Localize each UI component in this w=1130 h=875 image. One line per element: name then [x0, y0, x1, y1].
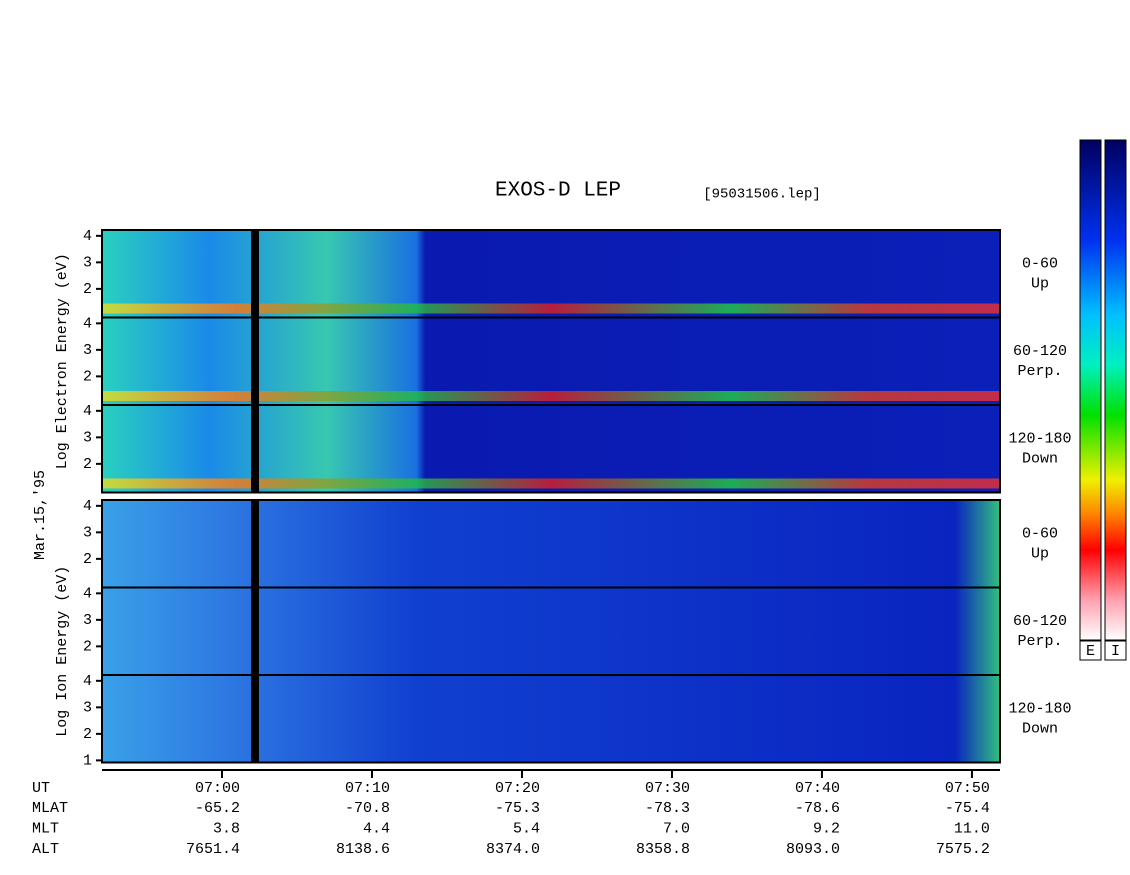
spectrogram-panel — [102, 500, 1000, 588]
ephemeris-value: 9.2 — [813, 820, 840, 837]
y-tick-label: 4 — [83, 498, 92, 515]
ephemeris-value: 5.4 — [513, 820, 540, 837]
x-tick-label: 07:40 — [795, 780, 840, 797]
pitch-label: 60-120 — [1013, 613, 1067, 630]
pitch-label: 0-60 — [1022, 256, 1058, 273]
direction-label: Up — [1031, 276, 1049, 293]
pitch-label: 120-180 — [1008, 701, 1071, 718]
ephemeris-value: 8358.8 — [636, 841, 690, 858]
file-name: [95031506.lep] — [703, 187, 821, 203]
colorbar-label-box — [1079, 640, 1102, 661]
y-tick-label: 3 — [83, 699, 92, 716]
x-tick-label: 07:20 — [495, 780, 540, 797]
direction-label: Perp. — [1017, 363, 1062, 380]
ephemeris-value: 8138.6 — [336, 841, 390, 858]
ephemeris-value: 8374.0 — [486, 841, 540, 858]
ephemeris-value: 4.4 — [363, 820, 390, 837]
data-gap — [251, 675, 259, 763]
data-gap — [251, 587, 259, 675]
ephemeris-value: 7651.4 — [186, 841, 240, 858]
low-energy-band — [102, 478, 1000, 489]
colorbar-label: E — [1086, 643, 1095, 660]
spectrogram-panel — [102, 675, 1000, 763]
data-gap — [251, 405, 259, 493]
panel-frame — [101, 674, 1001, 764]
date: Mar.15,'95 — [32, 470, 49, 560]
pitch-label: 120-180 — [1008, 431, 1071, 448]
data-gap — [251, 230, 259, 318]
pitch-label: 60-120 — [1013, 343, 1067, 360]
group-axis-label: Log Electron Energy (eV) — [54, 253, 71, 469]
colorbar — [1079, 139, 1102, 641]
ephemeris-value: -75.3 — [495, 800, 540, 817]
chart-title: EXOS-D LEP — [495, 180, 621, 203]
y-tick-label: 2 — [83, 368, 92, 385]
colorbar-label: I — [1111, 643, 1120, 660]
y-tick-label: 4 — [83, 585, 92, 602]
ephemeris-value: 7.0 — [663, 820, 690, 837]
direction-label: Down — [1022, 451, 1058, 468]
x-tick-label: 07:30 — [645, 780, 690, 797]
y-tick-label: 2 — [83, 551, 92, 568]
low-energy-band — [102, 391, 1000, 401]
pitch-label: 0-60 — [1022, 526, 1058, 543]
x-tick-label: 07:10 — [345, 780, 390, 797]
y-tick-label: 2 — [83, 726, 92, 743]
y-tick-label: 2 — [83, 281, 92, 298]
direction-label: Perp. — [1017, 633, 1062, 650]
low-energy-band — [102, 303, 1000, 314]
direction-label: Up — [1031, 546, 1049, 563]
y-tick-label: 4 — [83, 403, 92, 420]
y-tick-label: 3 — [83, 342, 92, 359]
ephemeris-name: ALT — [32, 841, 59, 858]
ephemeris-value: 3.8 — [213, 820, 240, 837]
y-tick-label: 3 — [83, 429, 92, 446]
y-tick-label: 3 — [83, 254, 92, 271]
y-tick-label: 3 — [83, 612, 92, 629]
ephemeris-value: 11.0 — [954, 820, 990, 837]
ephemeris-value: 8093.0 — [786, 841, 840, 858]
x-tick-label: 07:00 — [195, 780, 240, 797]
direction-label: Down — [1022, 721, 1058, 738]
x-axis-label: UT — [32, 780, 50, 797]
y-tick-label: 3 — [83, 524, 92, 541]
ephemeris-value: -78.6 — [795, 800, 840, 817]
x-tick-label: 07:50 — [945, 780, 990, 797]
y-tick-label: 4 — [83, 673, 92, 690]
ephemeris-value: -70.8 — [345, 800, 390, 817]
y-tick-label: 2 — [83, 456, 92, 473]
y-tick-label: 4 — [83, 228, 92, 245]
y-tick-label: 4 — [83, 315, 92, 332]
colorbar-label-box — [1104, 640, 1127, 661]
data-gap — [251, 500, 259, 588]
y-tick-label: 1 — [83, 752, 92, 769]
ephemeris-value: 7575.2 — [936, 841, 990, 858]
ephemeris-name: MLAT — [32, 800, 68, 817]
y-tick-label: 2 — [83, 638, 92, 655]
data-gap — [251, 317, 259, 405]
group-axis-label: Log Ion Energy (eV) — [54, 566, 71, 737]
spectrogram-panel — [102, 587, 1000, 675]
ephemeris-value: -75.4 — [945, 800, 990, 817]
panel-frame — [101, 404, 1001, 494]
ephemeris-value: -78.3 — [645, 800, 690, 817]
ephemeris-name: MLT — [32, 820, 59, 837]
colorbar — [1104, 139, 1127, 641]
ephemeris-value: -65.2 — [195, 800, 240, 817]
